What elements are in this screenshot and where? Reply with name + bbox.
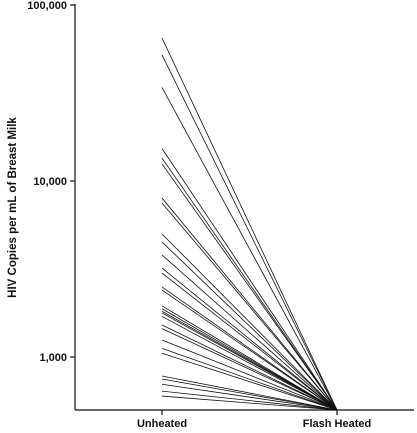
x-category-label: Flash Heated [303, 418, 371, 428]
sample-line [161, 87, 338, 411]
sample-line [161, 272, 338, 411]
sample-line [161, 324, 338, 411]
sample-line [161, 148, 338, 411]
sample-line [161, 197, 338, 411]
sample-line [161, 254, 338, 411]
sample-line [161, 390, 338, 411]
sample-line [161, 316, 338, 411]
sample-line [161, 54, 338, 411]
y-axis-title: HIV Copies per mL of Breast Milk [7, 117, 19, 298]
y-ticks: 1,000 10,000 100,000 [27, 0, 75, 364]
sample-line [161, 378, 338, 411]
y-tick-label: 1,000 [39, 352, 67, 364]
sample-line [161, 241, 338, 411]
sample-line [161, 339, 338, 411]
sample-line [161, 352, 338, 411]
sample-line [161, 233, 338, 411]
axes [74, 4, 414, 411]
sample-line [161, 383, 338, 411]
series-lines [161, 37, 338, 411]
sample-line [161, 202, 338, 411]
sample-line [161, 395, 338, 411]
sample-line [161, 163, 338, 411]
sample-line [161, 375, 338, 411]
sample-line [161, 289, 338, 411]
x-categories: Unheated Flash Heated [137, 410, 371, 430]
x-category-label: Unheated [137, 418, 187, 428]
y-tick-label: 100,000 [27, 0, 67, 12]
sample-line [161, 286, 338, 411]
sample-line [161, 347, 338, 411]
sample-line [161, 312, 338, 411]
sample-line [161, 328, 338, 411]
y-tick-label: 10,000 [33, 176, 67, 188]
sample-line [161, 157, 338, 411]
sample-line [161, 305, 338, 411]
sample-line [161, 267, 338, 411]
sample-line [161, 37, 338, 411]
